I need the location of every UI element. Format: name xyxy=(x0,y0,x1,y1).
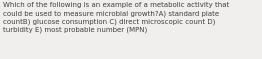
Text: Which of the following is an example of a metabolic activity that
could be used : Which of the following is an example of … xyxy=(3,2,230,33)
